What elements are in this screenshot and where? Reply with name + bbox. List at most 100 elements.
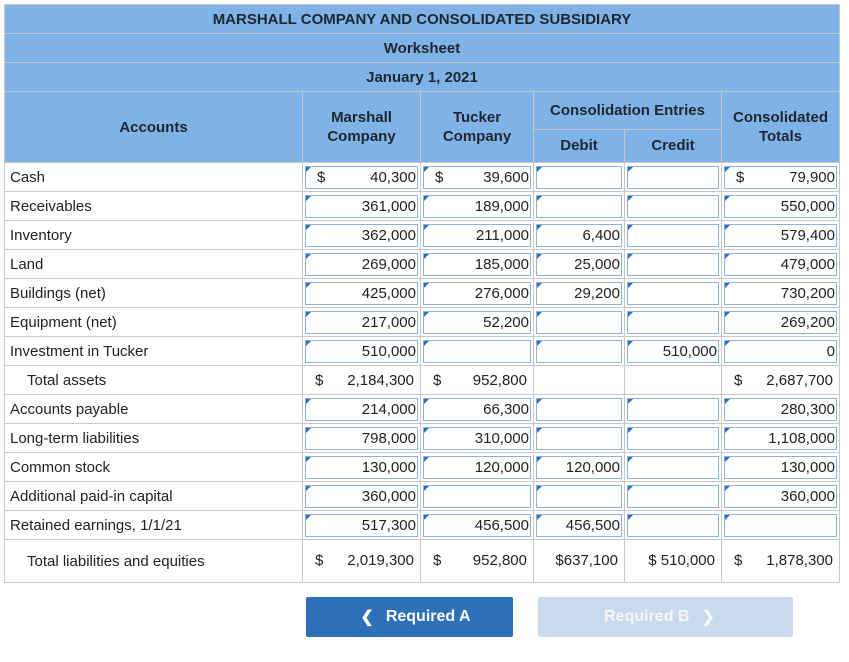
credit-input[interactable]: [627, 195, 719, 218]
tucker-input[interactable]: [423, 224, 531, 247]
debit-cell[interactable]: [533, 481, 625, 511]
total-cell[interactable]: 269,200: [721, 307, 840, 337]
debit-cell[interactable]: [533, 336, 625, 366]
tucker-cell[interactable]: 276,000: [420, 278, 534, 308]
tucker-cell[interactable]: 185,000: [420, 249, 534, 279]
debit-input[interactable]: [536, 311, 622, 334]
marshall-cell[interactable]: 360,000: [302, 481, 421, 511]
total-input[interactable]: [724, 514, 837, 537]
marshall-input[interactable]: [305, 224, 418, 247]
debit-input[interactable]: [536, 456, 622, 479]
debit-input[interactable]: [536, 224, 622, 247]
debit-cell[interactable]: [533, 307, 625, 337]
total-cell[interactable]: 280,300: [721, 394, 840, 424]
tucker-input[interactable]: [423, 166, 531, 189]
tucker-input[interactable]: [423, 485, 531, 508]
total-cell[interactable]: $79,900: [721, 162, 840, 192]
total-input[interactable]: [724, 224, 837, 247]
tucker-cell[interactable]: 189,000: [420, 191, 534, 221]
credit-cell[interactable]: [624, 423, 722, 453]
marshall-cell[interactable]: 269,000: [302, 249, 421, 279]
tucker-cell[interactable]: 310,000: [420, 423, 534, 453]
tucker-cell[interactable]: [420, 336, 534, 366]
credit-cell[interactable]: [624, 307, 722, 337]
debit-input[interactable]: [536, 282, 622, 305]
credit-input[interactable]: [627, 253, 719, 276]
marshall-cell[interactable]: 217,000: [302, 307, 421, 337]
marshall-input[interactable]: [305, 427, 418, 450]
total-cell[interactable]: 360,000: [721, 481, 840, 511]
debit-input[interactable]: [536, 514, 622, 537]
tucker-input[interactable]: [423, 456, 531, 479]
tucker-cell[interactable]: 120,000: [420, 452, 534, 482]
total-input[interactable]: [724, 282, 837, 305]
credit-cell[interactable]: [624, 452, 722, 482]
debit-input[interactable]: [536, 195, 622, 218]
tucker-cell[interactable]: 211,000: [420, 220, 534, 250]
marshall-cell[interactable]: 214,000: [302, 394, 421, 424]
total-cell[interactable]: 579,400: [721, 220, 840, 250]
marshall-cell[interactable]: 130,000: [302, 452, 421, 482]
credit-input[interactable]: [627, 456, 719, 479]
credit-input[interactable]: [627, 282, 719, 305]
credit-cell[interactable]: [624, 249, 722, 279]
credit-cell[interactable]: 510,000: [624, 336, 722, 366]
credit-input[interactable]: [627, 514, 719, 537]
credit-input[interactable]: [627, 224, 719, 247]
tucker-input[interactable]: [423, 253, 531, 276]
credit-input[interactable]: [627, 311, 719, 334]
credit-cell[interactable]: [624, 481, 722, 511]
marshall-input[interactable]: [305, 282, 418, 305]
credit-input[interactable]: [627, 166, 719, 189]
marshall-cell[interactable]: 362,000: [302, 220, 421, 250]
marshall-input[interactable]: [305, 398, 418, 421]
marshall-cell[interactable]: 798,000: [302, 423, 421, 453]
marshall-input[interactable]: [305, 253, 418, 276]
total-cell[interactable]: [721, 510, 840, 540]
tucker-input[interactable]: [423, 282, 531, 305]
total-cell[interactable]: 550,000: [721, 191, 840, 221]
tucker-input[interactable]: [423, 311, 531, 334]
marshall-input[interactable]: [305, 166, 418, 189]
total-input[interactable]: [724, 340, 837, 363]
tucker-cell[interactable]: $39,600: [420, 162, 534, 192]
credit-cell[interactable]: [624, 278, 722, 308]
total-input[interactable]: [724, 485, 837, 508]
tucker-cell[interactable]: 456,500: [420, 510, 534, 540]
tucker-input[interactable]: [423, 514, 531, 537]
credit-input[interactable]: [627, 340, 719, 363]
marshall-input[interactable]: [305, 485, 418, 508]
debit-cell[interactable]: 29,200: [533, 278, 625, 308]
marshall-input[interactable]: [305, 195, 418, 218]
tucker-input[interactable]: [423, 398, 531, 421]
credit-cell[interactable]: [624, 394, 722, 424]
debit-input[interactable]: [536, 166, 622, 189]
debit-cell[interactable]: 25,000: [533, 249, 625, 279]
marshall-input[interactable]: [305, 311, 418, 334]
tucker-cell[interactable]: 66,300: [420, 394, 534, 424]
debit-cell[interactable]: [533, 423, 625, 453]
marshall-cell[interactable]: 517,300: [302, 510, 421, 540]
total-input[interactable]: [724, 166, 837, 189]
total-input[interactable]: [724, 195, 837, 218]
debit-cell[interactable]: [533, 162, 625, 192]
marshall-cell[interactable]: 361,000: [302, 191, 421, 221]
credit-cell[interactable]: [624, 510, 722, 540]
debit-cell[interactable]: 456,500: [533, 510, 625, 540]
total-input[interactable]: [724, 427, 837, 450]
debit-cell[interactable]: [533, 394, 625, 424]
debit-input[interactable]: [536, 340, 622, 363]
marshall-input[interactable]: [305, 456, 418, 479]
debit-input[interactable]: [536, 398, 622, 421]
credit-cell[interactable]: [624, 162, 722, 192]
total-cell[interactable]: 130,000: [721, 452, 840, 482]
marshall-input[interactable]: [305, 340, 418, 363]
credit-input[interactable]: [627, 398, 719, 421]
credit-cell[interactable]: [624, 191, 722, 221]
total-cell[interactable]: 479,000: [721, 249, 840, 279]
total-cell[interactable]: 1,108,000: [721, 423, 840, 453]
marshall-cell[interactable]: 510,000: [302, 336, 421, 366]
total-cell[interactable]: 0: [721, 336, 840, 366]
marshall-input[interactable]: [305, 514, 418, 537]
debit-input[interactable]: [536, 253, 622, 276]
